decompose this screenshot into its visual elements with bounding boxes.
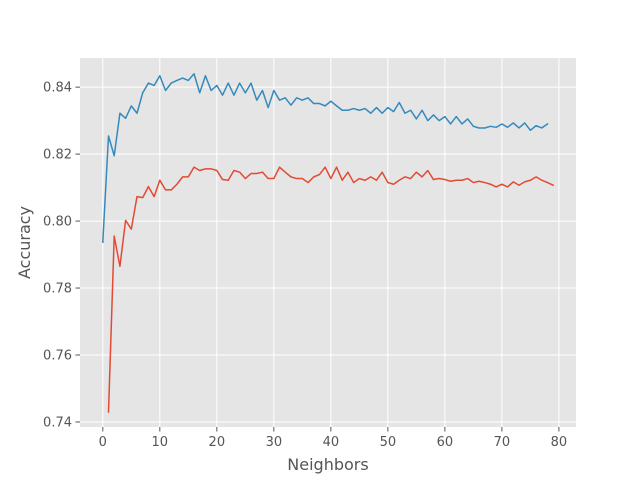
y-axis-label: Accuracy [15,206,34,279]
x-tick-label: 20 [209,435,226,450]
x-tick-labels: 0 10 20 30 40 50 60 70 80 [99,435,568,450]
x-axis-label: Neighbors [287,455,368,474]
x-tick-label: 60 [437,435,454,450]
y-tick-label: 0.82 [43,148,72,163]
tick-marks [75,86,560,432]
x-tick-label: 40 [323,435,340,450]
y-tick-label: 0.84 [43,81,72,96]
x-tick-label: 70 [494,435,511,450]
x-tick-label: 80 [551,435,568,450]
grid-lines [80,58,576,427]
y-tick-label: 0.74 [43,415,72,430]
series-line-2 [107,166,555,413]
x-tick-label: 50 [380,435,397,450]
x-tick-label: 0 [99,435,107,450]
plot-background [80,58,576,427]
y-tick-labels: 0.74 0.76 0.78 0.80 0.82 0.84 [43,81,72,431]
series-line-1 [102,72,549,243]
y-tick-label: 0.80 [43,215,72,230]
y-tick-label: 0.76 [43,349,72,364]
x-tick-label: 10 [152,435,169,450]
y-tick-label: 0.78 [43,282,72,297]
x-tick-label: 30 [266,435,283,450]
series-group [102,72,555,413]
